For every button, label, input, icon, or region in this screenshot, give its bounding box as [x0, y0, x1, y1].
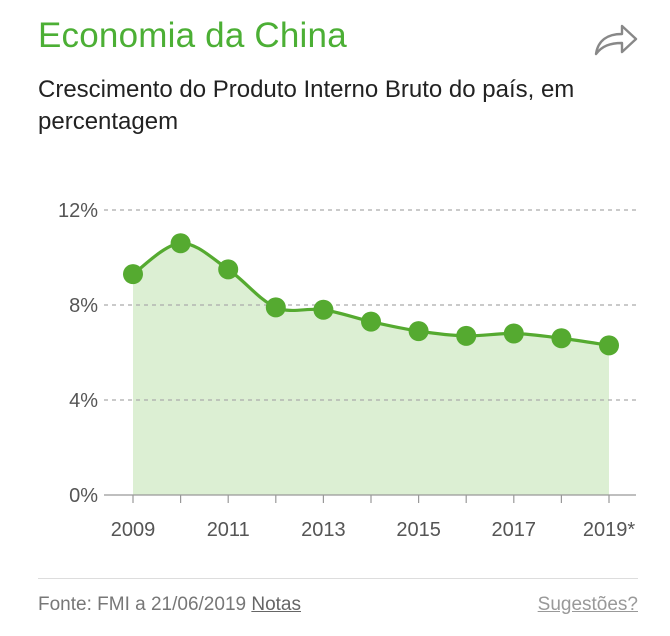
- data-point: [361, 311, 381, 332]
- footer: Fonte: FMI a 21/06/2019 Notas: [38, 594, 301, 616]
- chart-title: Economia da China: [38, 16, 347, 55]
- area-fill: [133, 243, 609, 495]
- data-point: [551, 328, 572, 349]
- share-icon[interactable]: [592, 20, 640, 60]
- chart-subtitle: Crescimento do Produto Interno Bruto do …: [38, 76, 575, 135]
- divider: [38, 578, 638, 579]
- x-tick-label: 2015: [396, 519, 441, 541]
- data-point: [503, 323, 524, 344]
- data-point: [456, 325, 477, 346]
- x-tick-label: 2019*: [583, 519, 635, 541]
- y-tick-label: 8%: [69, 295, 98, 317]
- suggestions-link[interactable]: Sugestões?: [537, 594, 638, 615]
- x-tick-label: 2013: [301, 519, 346, 541]
- x-tick-label: 2017: [492, 519, 537, 541]
- source-text: Fonte: FMI a 21/06/2019: [38, 594, 247, 615]
- data-point: [123, 264, 143, 285]
- y-tick-label: 4%: [69, 390, 98, 412]
- x-tick-label: 2011: [207, 519, 250, 541]
- x-tick-label: 2009: [111, 519, 156, 541]
- data-point: [218, 259, 239, 280]
- data-point: [313, 299, 334, 320]
- data-point: [265, 297, 286, 318]
- data-point: [408, 321, 429, 342]
- y-tick-label: 12%: [58, 200, 98, 222]
- data-point: [170, 233, 191, 254]
- y-tick-label: 0%: [69, 485, 98, 507]
- notes-link[interactable]: Notas: [251, 594, 301, 615]
- data-point: [599, 335, 619, 356]
